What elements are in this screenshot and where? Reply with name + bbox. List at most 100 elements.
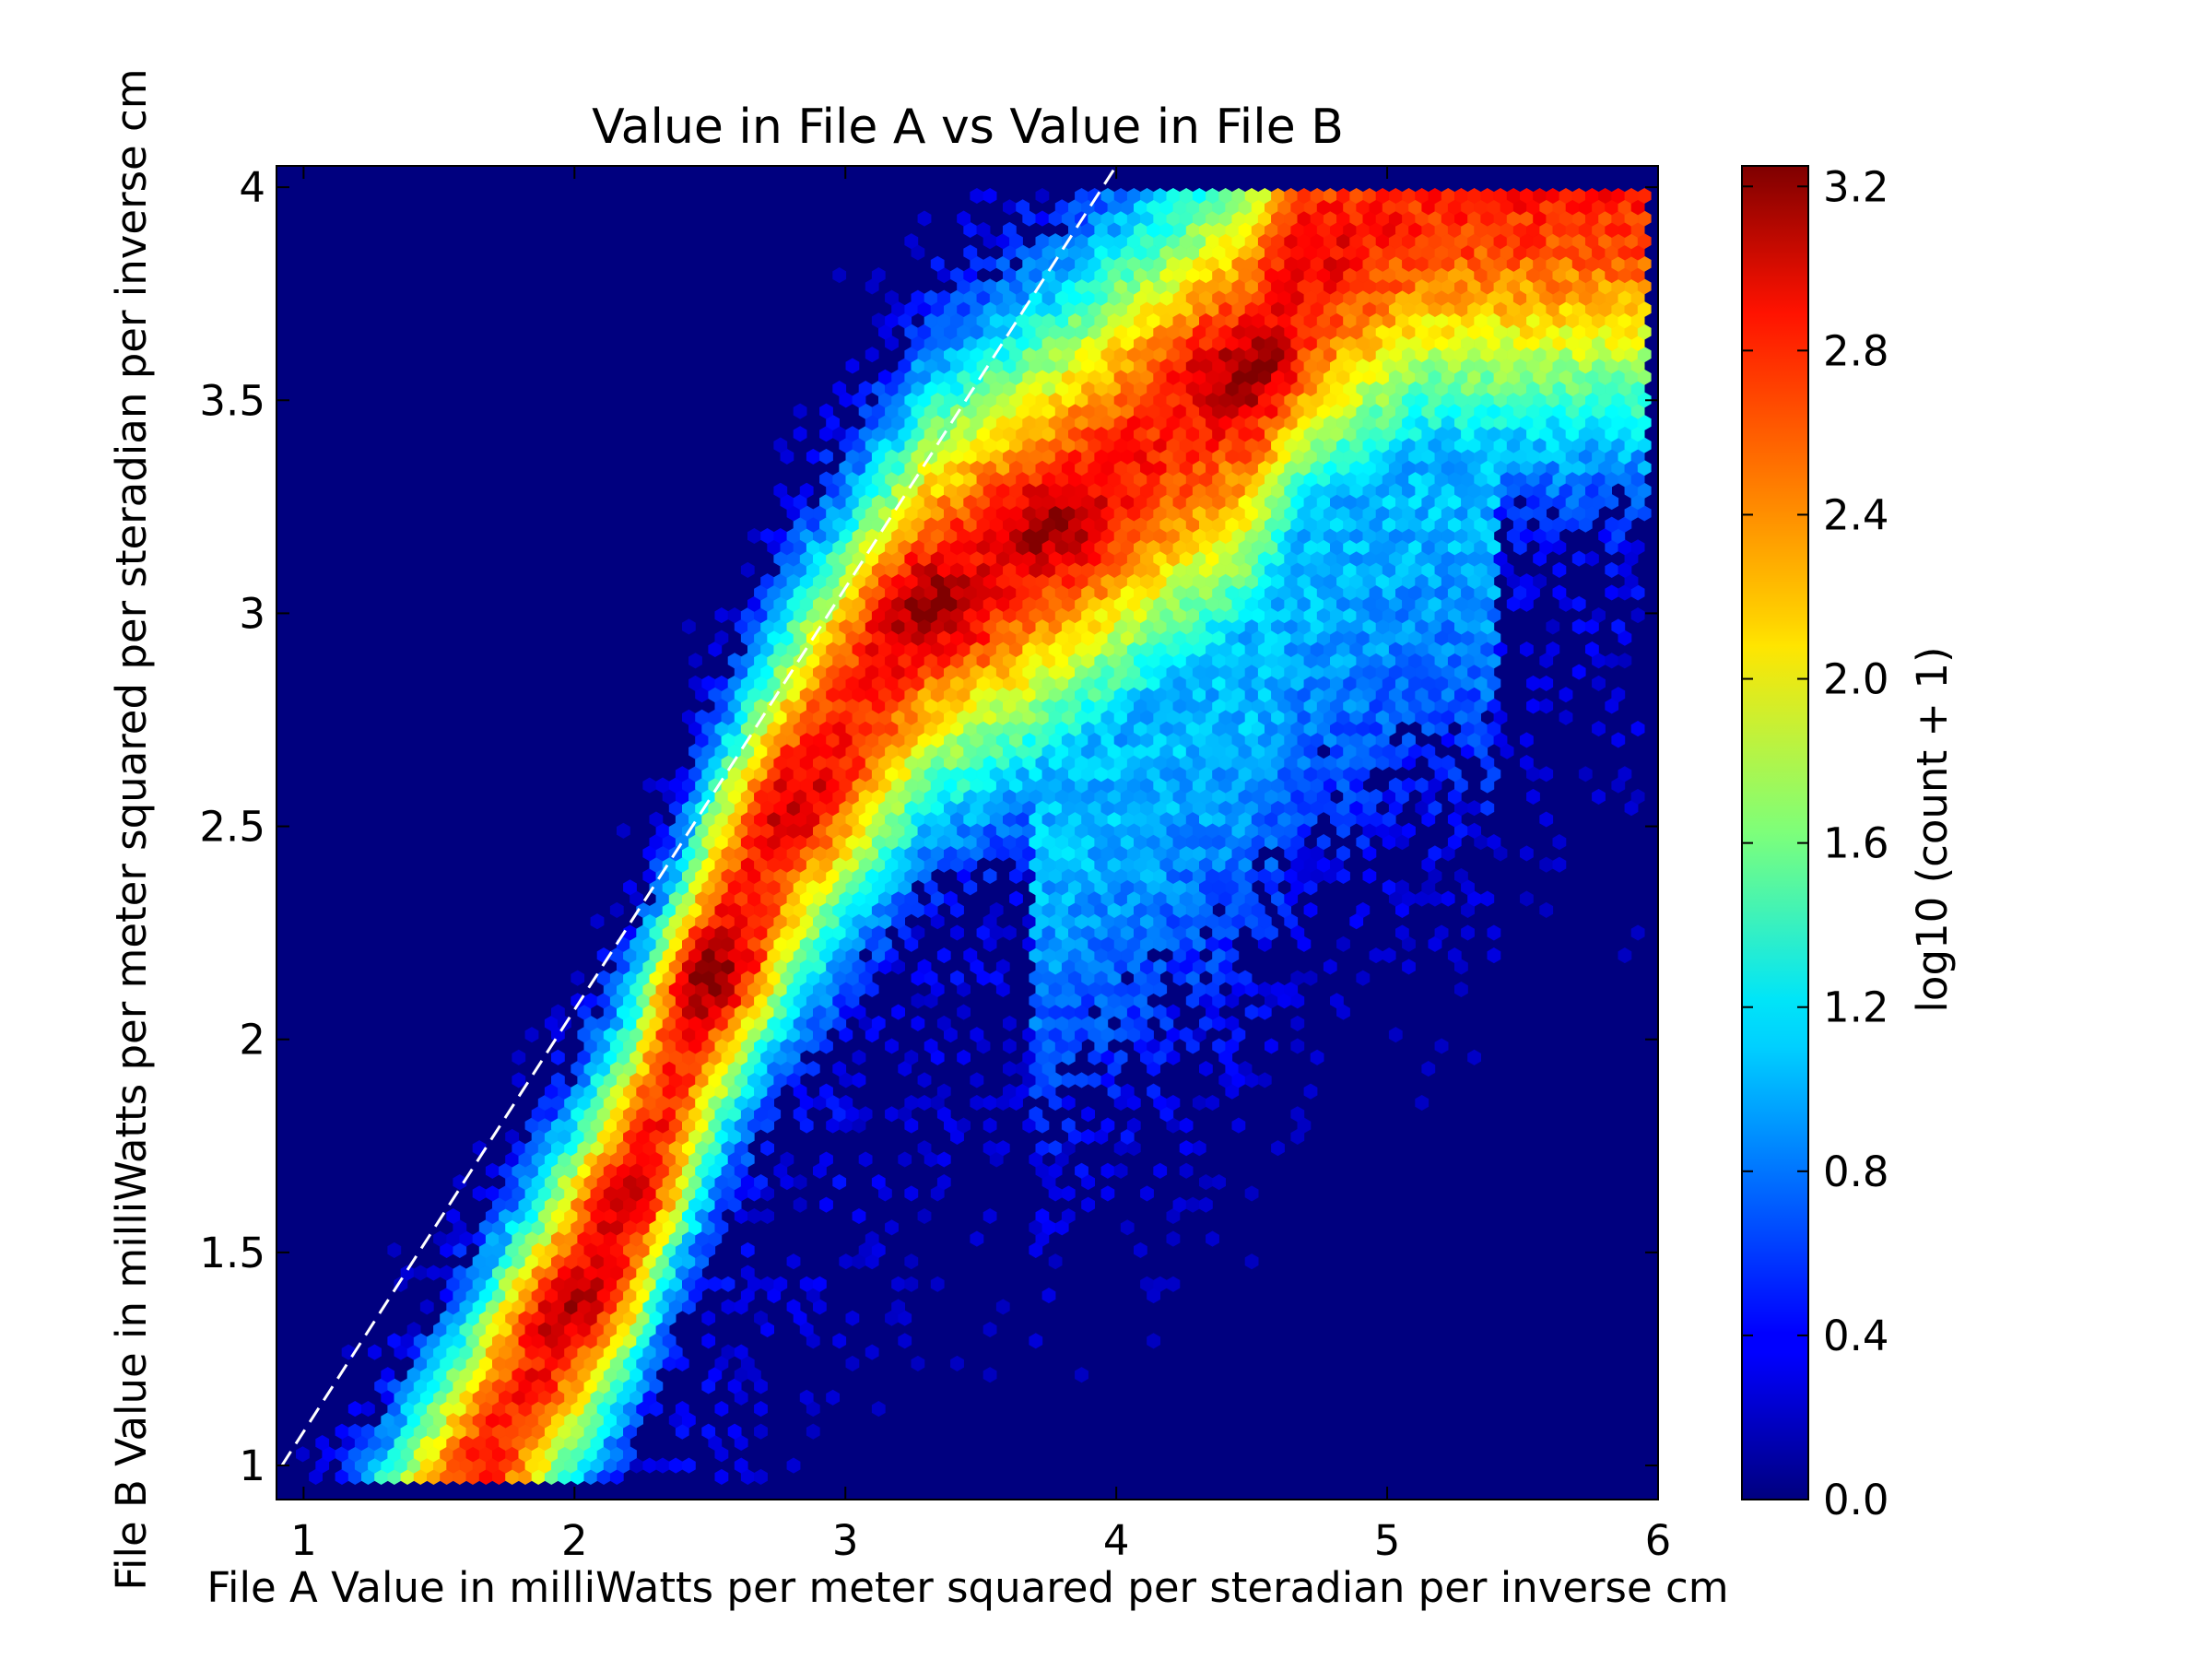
hexbin-cell	[819, 1083, 833, 1100]
hexbin-cell	[786, 1457, 801, 1474]
hexbin-cell	[760, 1207, 774, 1225]
hexbin-cell	[786, 1299, 801, 1315]
hexbin-cell	[1113, 1162, 1128, 1179]
hexbin-cell	[904, 1253, 919, 1270]
hexbin-cell	[871, 1401, 886, 1418]
hexbin-cell	[387, 1241, 402, 1258]
hexbin-cell	[1290, 1106, 1305, 1123]
hexbin-cell	[950, 1355, 964, 1371]
hexbin-cell	[936, 1151, 951, 1168]
hexbin-cell	[368, 1344, 382, 1360]
hexbin-cell	[1166, 1230, 1181, 1247]
hexbin-cell	[865, 1344, 879, 1360]
hexbin-cell	[1120, 1083, 1135, 1100]
hexbin-cell	[832, 1333, 847, 1349]
hexbin-cell	[799, 1389, 814, 1406]
hexbin-cell	[1061, 1117, 1076, 1134]
hexbin-cell	[701, 1423, 716, 1440]
hexbin-cell	[970, 1230, 984, 1247]
hexbin-cell	[1147, 1083, 1160, 1100]
hexbin-cell	[1199, 1196, 1213, 1213]
hexbin-cell	[852, 1207, 866, 1225]
hexbin-cell	[315, 1434, 330, 1452]
hexbin-cell	[832, 1174, 847, 1191]
hexbin-cell	[1041, 1288, 1056, 1304]
hexbin-cell	[1061, 1094, 1076, 1112]
hexbin-cell	[727, 1423, 742, 1440]
hexbin-cell	[734, 1344, 748, 1360]
hexbin-cell	[1140, 1185, 1154, 1202]
hexbin-cell	[1206, 1094, 1219, 1112]
hexbin-cell	[786, 1253, 801, 1270]
hexbin-cell	[780, 1151, 794, 1168]
hexbin-cell	[1075, 1162, 1088, 1179]
hexbin-cell	[858, 1151, 873, 1168]
hexbin-cell	[1081, 1196, 1095, 1213]
hexbin-cell	[701, 1310, 716, 1326]
hexbin-cell	[1153, 1162, 1168, 1179]
hexbin-cell	[819, 1196, 833, 1213]
hexbin-cell	[898, 1151, 912, 1168]
hexbin-cell	[714, 1401, 729, 1418]
hexbin-cell	[898, 1333, 912, 1349]
hexbin-cell	[1166, 1094, 1181, 1112]
hexbin-cell	[1147, 1333, 1160, 1349]
hexbin-cell	[1415, 1094, 1430, 1112]
hexbin-cell	[682, 1457, 696, 1474]
hexbin-cell	[1271, 1140, 1285, 1157]
hexbin-cell	[1126, 1117, 1141, 1134]
hexbin-cell	[982, 1367, 997, 1383]
hexbin-cell	[754, 1310, 768, 1326]
hexbin-cell	[917, 1140, 932, 1157]
hexbin-cells	[296, 187, 1652, 1485]
hexbin-cell	[1134, 1241, 1147, 1258]
hexbin-cell	[917, 1072, 932, 1088]
hexbin-cell	[1244, 1253, 1259, 1270]
hexbin-cell	[773, 1276, 788, 1292]
hexbin-cell	[740, 1265, 755, 1281]
chart-title: Value in File A vs Value in File B	[592, 100, 1344, 155]
hexbin-cell	[806, 1423, 820, 1440]
hexbin-cell	[865, 1230, 879, 1247]
hexbin-cell	[361, 1401, 375, 1418]
hexbin-cell	[982, 1117, 997, 1134]
hexbin-cell	[936, 1174, 951, 1191]
hexbin-cell	[512, 1072, 526, 1088]
hexbin-cell	[813, 1276, 827, 1292]
hexbin-cell	[845, 1355, 860, 1371]
hexbin-cell	[1303, 1083, 1318, 1100]
hexbin-cell	[1061, 1207, 1076, 1225]
hexbin-cell	[970, 1072, 984, 1088]
hexbin-cell	[995, 1299, 1010, 1315]
hexbin-cell	[1179, 1117, 1194, 1134]
hexbin-cell	[1244, 1185, 1259, 1202]
hexbin-cell	[1100, 1185, 1115, 1202]
hexbin-cell	[754, 1468, 768, 1485]
hexbin-cell	[721, 1276, 735, 1292]
hexbin-cell	[296, 1446, 310, 1463]
hexbin-cell	[754, 1174, 768, 1191]
hexbin-cell	[714, 1468, 729, 1485]
hexbin-cell	[957, 1117, 971, 1134]
hexbin-cell	[982, 1207, 997, 1225]
hexbin-cell	[701, 1333, 716, 1349]
hexbin-cell	[419, 1299, 434, 1315]
hexbin-cell	[675, 1401, 689, 1418]
hexbin-cell	[819, 1151, 833, 1168]
hexbin-cell	[734, 1457, 748, 1474]
hexbin-cell	[1100, 1117, 1115, 1134]
hexbin-cell	[1061, 1185, 1076, 1202]
hexbin-cell	[381, 1367, 395, 1383]
hexbin-cell	[826, 1389, 840, 1406]
hexbin-cell	[1048, 1253, 1063, 1270]
hexbin-cell	[982, 1321, 997, 1338]
hexbin-cell	[1212, 1174, 1226, 1191]
hexbin-cell	[885, 1219, 899, 1236]
hexbin-cell	[1179, 1162, 1194, 1179]
hexbin-cell	[754, 1401, 768, 1418]
hexbin-cell	[995, 1140, 1010, 1157]
hexbin-cell	[904, 1276, 919, 1292]
hexbin-cell	[858, 1106, 873, 1123]
hexbin-cell	[930, 1276, 945, 1292]
